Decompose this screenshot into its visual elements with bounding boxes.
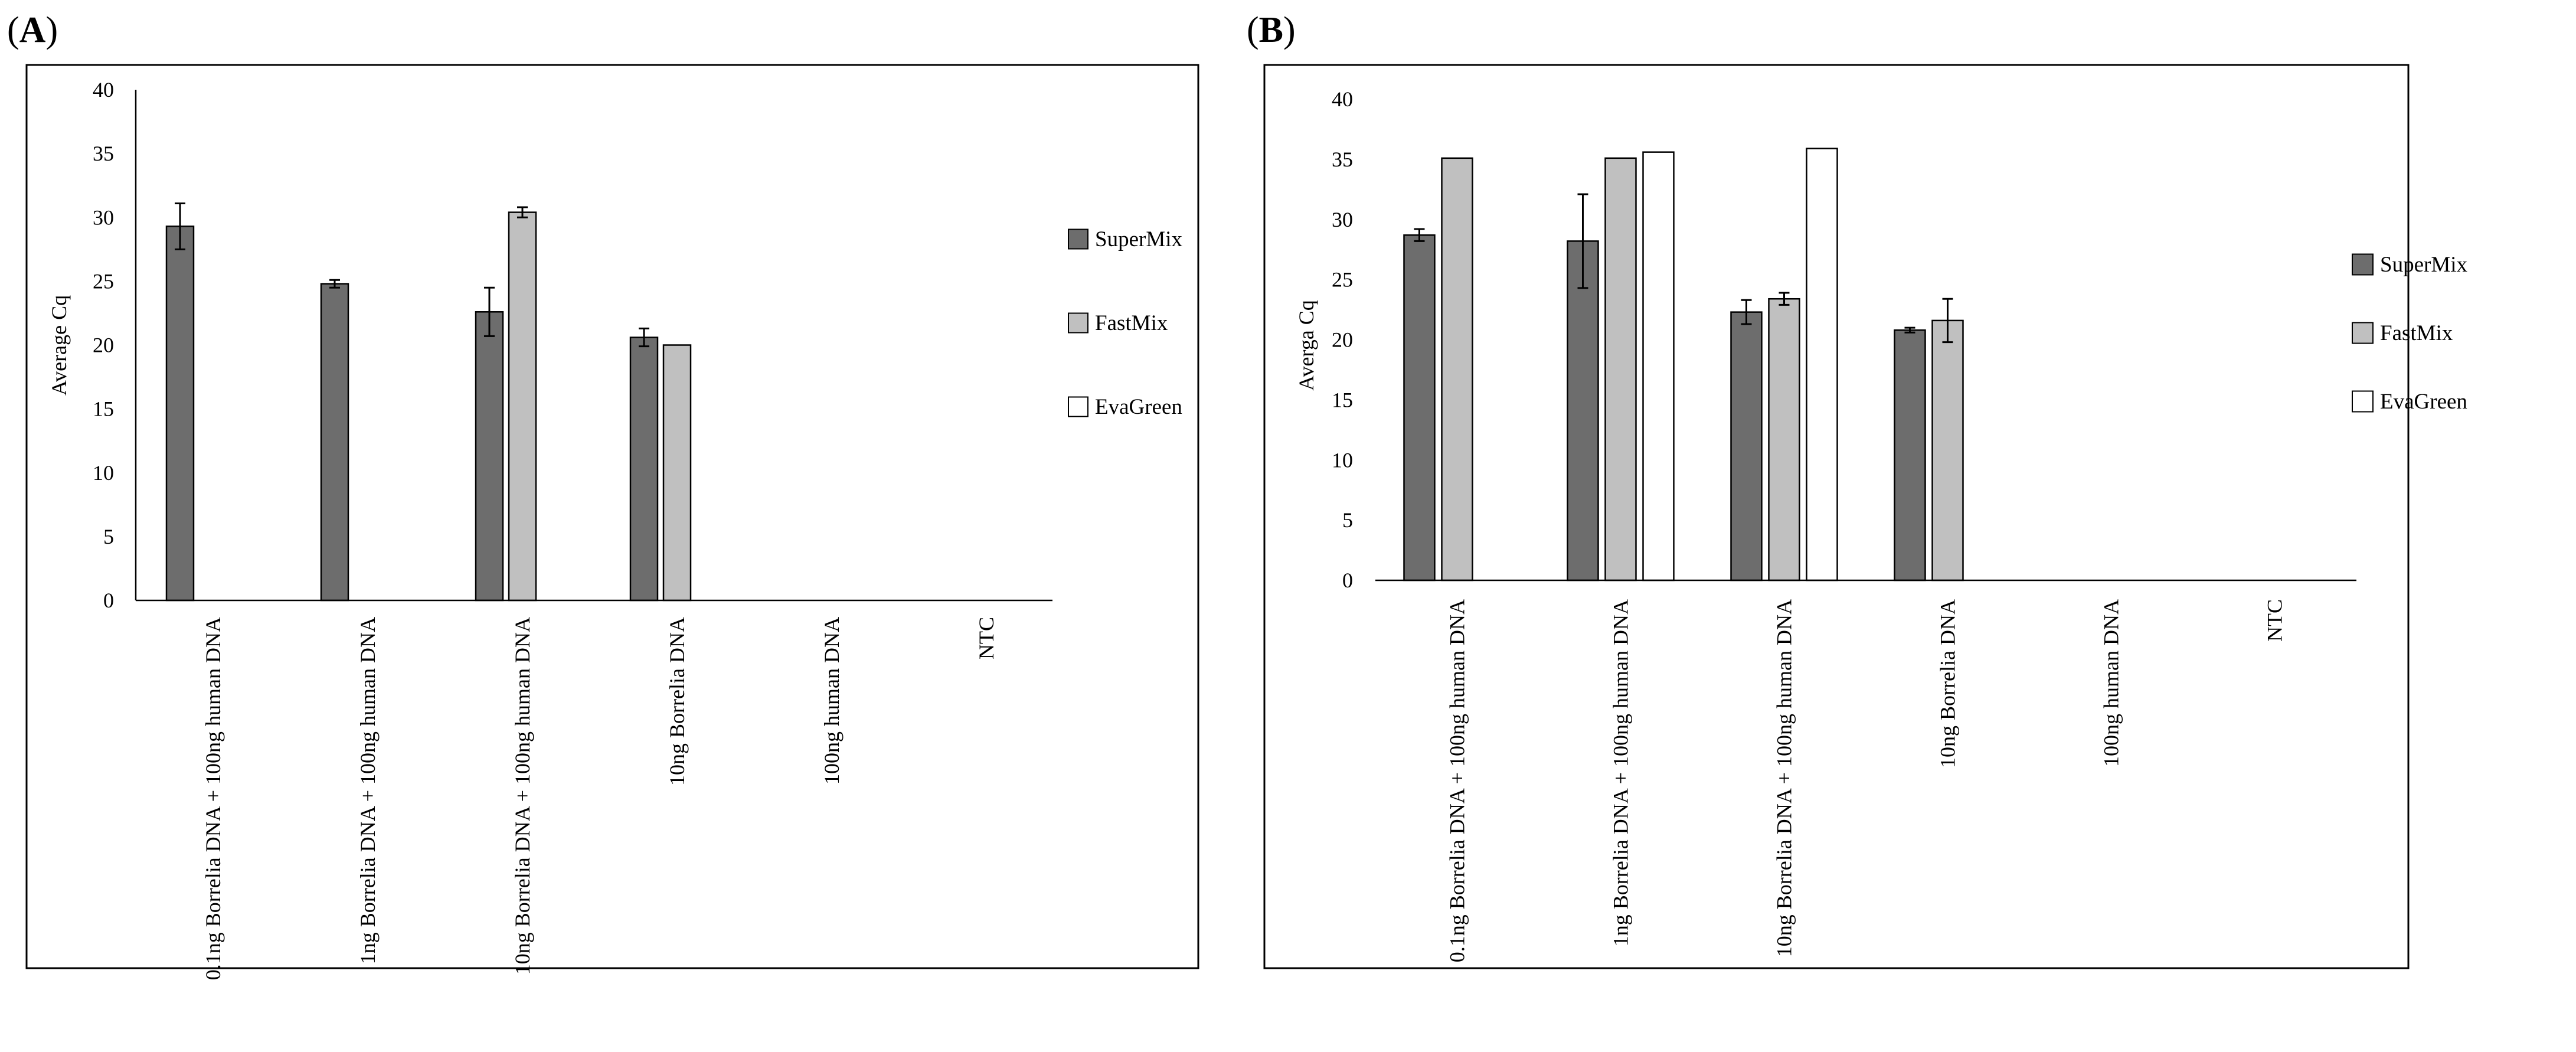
y-tick-label: 25 <box>93 269 114 293</box>
x-tick-label: 10ng Borrelia DNA <box>1936 599 1960 768</box>
y-tick-label: 25 <box>1332 268 1353 292</box>
legend-label: EvaGreen <box>1095 395 1182 419</box>
x-tick-label: NTC <box>2263 599 2287 642</box>
legend-swatch-supermix <box>1068 228 1088 250</box>
panel-label-open: ( <box>1247 10 1259 50</box>
bar-supermix <box>1730 311 1763 581</box>
x-tick-label: 10ng Borrelia DNA + 100ng human DNA <box>1773 599 1796 957</box>
bar-supermix <box>1894 329 1926 581</box>
y-tick-label: 20 <box>1332 328 1353 352</box>
y-tick-label: 15 <box>1332 388 1353 411</box>
x-tick-label: 0.1ng Borrelia DNA + 100ng human DNA <box>201 617 225 980</box>
legend-swatch-evagreen <box>2352 390 2374 413</box>
x-tick-label: 100ng human DNA <box>2100 599 2123 767</box>
y-tick-label: 30 <box>93 205 114 229</box>
chart-frame <box>25 64 1199 969</box>
bar-evagreen <box>1806 148 1838 581</box>
chart-frame <box>1263 64 2410 969</box>
bar-supermix <box>1403 234 1436 581</box>
x-tick-label: 0.1ng Borrelia DNA + 100ng human DNA <box>1446 599 1469 962</box>
y-tick-label: 40 <box>93 78 114 102</box>
y-tick-label: 0 <box>103 589 114 612</box>
legend: SuperMix FastMix EvaGreen <box>2352 253 2468 414</box>
panel-label-open: ( <box>7 10 19 50</box>
y-tick-label: 5 <box>1342 508 1353 532</box>
bar-fastmix <box>1931 319 1964 581</box>
legend-swatch-fastmix <box>2352 322 2374 344</box>
legend-label: EvaGreen <box>2380 390 2467 414</box>
bar-supermix <box>165 226 195 602</box>
y-axis-label: Average Cq <box>47 295 71 396</box>
y-tick-label: 10 <box>1332 448 1353 472</box>
chart-panel-a: 0 5 10 15 20 25 30 35 40 Average Cq 0.1ng Borrelia… <box>25 64 1199 980</box>
bar-supermix <box>629 336 659 602</box>
x-tick-label: 1ng Borrelia DNA + 100ng human DNA <box>356 617 380 964</box>
bar-evagreen <box>1642 151 1675 581</box>
legend-swatch-evagreen <box>1068 396 1088 417</box>
x-tick-label: 1ng Borrelia DNA + 100ng human DNA <box>1609 599 1633 946</box>
legend-label: FastMix <box>1095 311 1168 335</box>
y-tick-label: 40 <box>1332 87 1353 111</box>
x-tick-label: 10ng Borrelia DNA + 100ng human DNA <box>511 617 534 975</box>
bar-supermix <box>1567 240 1599 581</box>
legend-swatch-supermix <box>2352 253 2374 276</box>
panel-label-close: ) <box>1283 10 1296 50</box>
bar-fastmix <box>508 211 537 602</box>
bar-fastmix <box>1768 298 1800 581</box>
bar-fastmix <box>662 344 692 602</box>
legend-label: FastMix <box>2380 321 2453 345</box>
legend: SuperMix FastMix EvaGreen <box>1068 227 1183 419</box>
chart-panel-b: 0 5 10 15 20 25 30 35 40 Averga Cq 0.1ng Borrelia … <box>1263 64 2468 969</box>
x-tick-label: 10ng Borrelia DNA <box>665 617 689 786</box>
legend-label: SuperMix <box>2380 253 2468 277</box>
y-tick-label: 30 <box>1332 208 1353 231</box>
y-tick-label: 15 <box>93 397 114 421</box>
panel-label-a: (A) <box>7 12 58 48</box>
x-tick-label: NTC <box>975 617 998 659</box>
y-tick-label: 10 <box>93 461 114 485</box>
panel-letter-a: A <box>19 10 46 50</box>
bar-supermix <box>320 283 349 602</box>
y-tick-label: 35 <box>93 142 114 165</box>
y-tick-label: 5 <box>103 525 114 548</box>
legend-swatch-fastmix <box>1068 312 1088 334</box>
bar-supermix <box>475 311 504 602</box>
panel-label-b: (B) <box>1247 12 1296 48</box>
legend-label: SuperMix <box>1095 227 1183 251</box>
y-tick-label: 35 <box>1332 148 1353 171</box>
bar-fastmix <box>1441 157 1473 581</box>
y-tick-label: 20 <box>93 334 114 357</box>
bar-fastmix <box>1604 157 1637 581</box>
panel-label-close: ) <box>45 10 58 50</box>
panel-letter-b: B <box>1258 10 1284 50</box>
x-tick-label: 100ng human DNA <box>820 617 844 785</box>
y-axis-label: Averga Cq <box>1294 300 1318 391</box>
y-tick-label: 0 <box>1342 569 1353 592</box>
